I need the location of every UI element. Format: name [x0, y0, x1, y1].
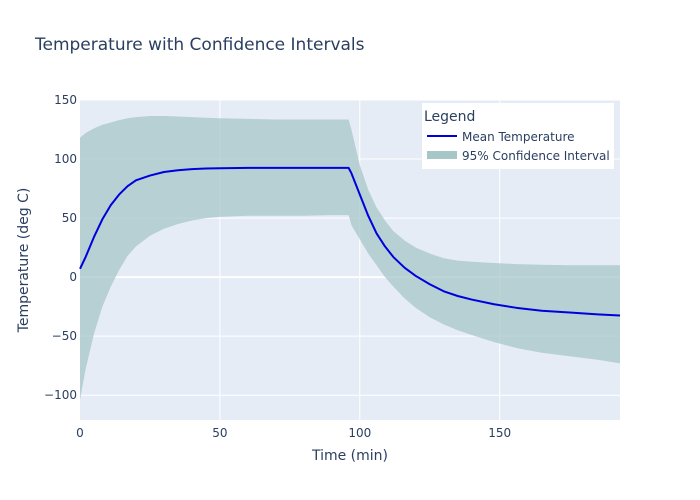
x-axis-title: Time (min) — [311, 448, 388, 464]
y-tick-label: −100 — [44, 388, 77, 402]
legend: Legend Mean Temperature 95% Confidence I… — [422, 103, 614, 169]
chart-title: Temperature with Confidence Intervals — [34, 35, 365, 55]
y-axis-title: Temperature (deg C) — [16, 188, 32, 334]
y-tick-labels: −100 −50 0 50 100 150 — [44, 93, 77, 402]
mean-line-layer — [79, 166, 621, 317]
y-tick-label: 0 — [69, 270, 77, 284]
legend-entry-ci: 95% Confidence Interval — [462, 149, 610, 163]
legend-entry-mean: Mean Temperature — [462, 130, 575, 144]
legend-title: Legend — [424, 109, 475, 125]
y-tick-label: 150 — [54, 93, 77, 107]
x-tick-label: 100 — [348, 426, 371, 440]
x-tick-label: 0 — [76, 426, 84, 440]
x-tick-label: 50 — [212, 426, 227, 440]
y-tick-label: 50 — [62, 211, 77, 225]
y-tick-label: −50 — [52, 329, 77, 343]
x-tick-labels: 0 50 100 150 — [76, 426, 511, 440]
confidence-interval-layer — [80, 115, 620, 400]
legend-swatch-ci — [427, 151, 457, 159]
confidence-interval-band — [80, 115, 620, 400]
mean-temperature-line — [79, 166, 621, 317]
x-tick-label: 150 — [488, 426, 511, 440]
y-tick-label: 100 — [54, 152, 77, 166]
